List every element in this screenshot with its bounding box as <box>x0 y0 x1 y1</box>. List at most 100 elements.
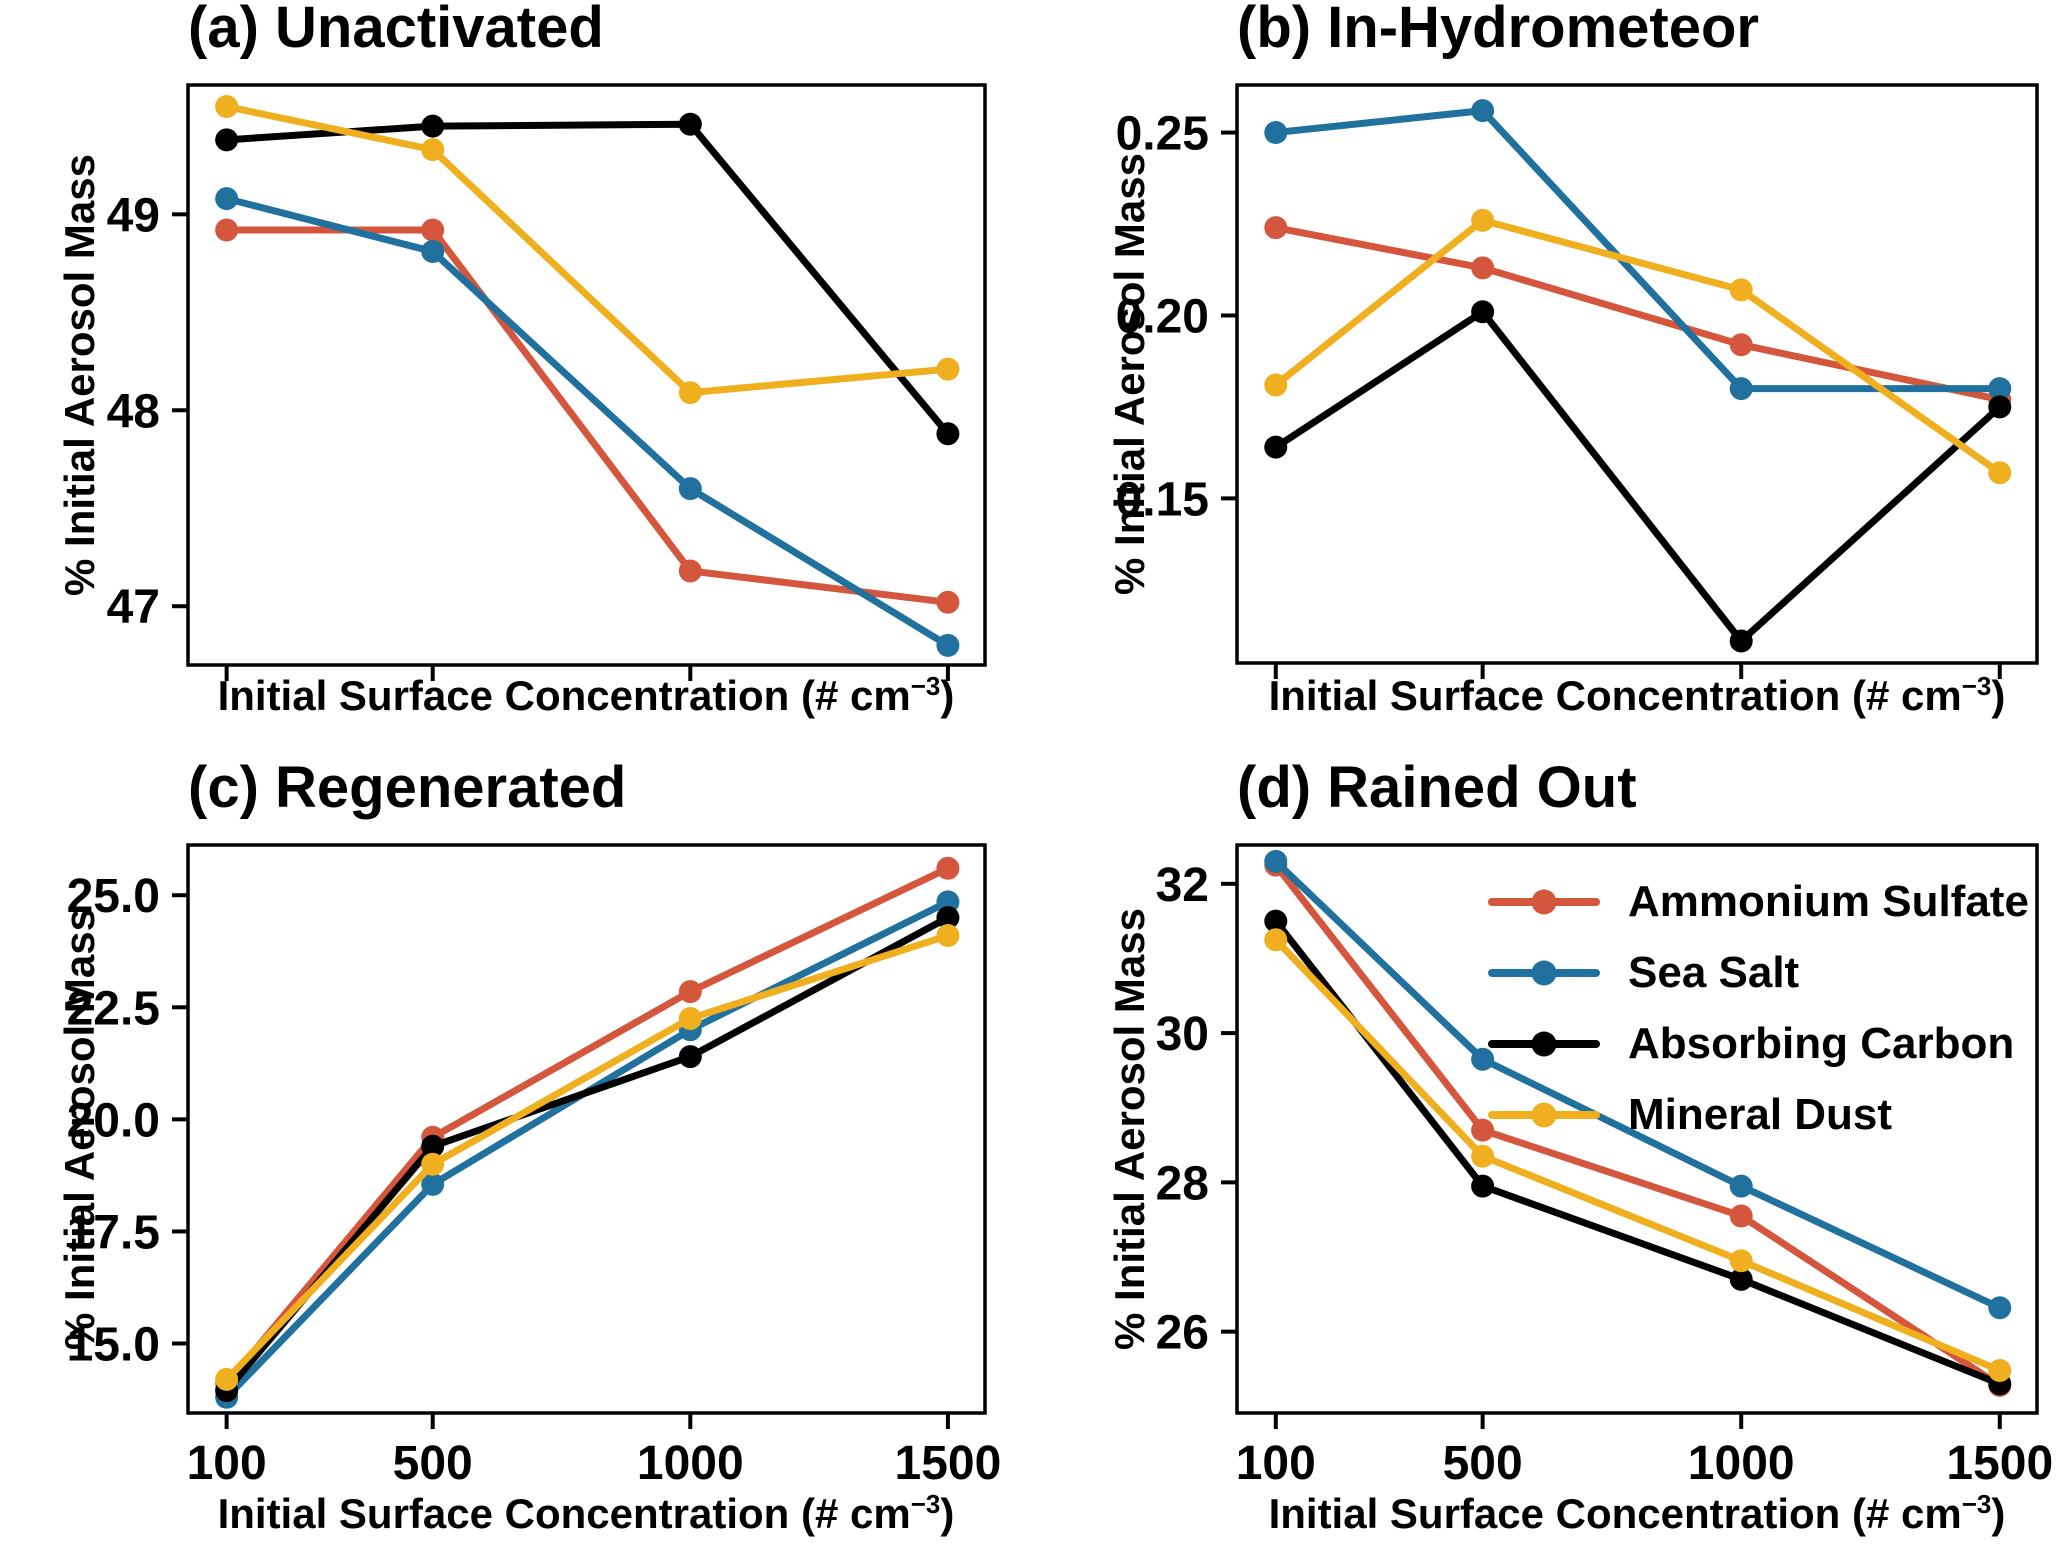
x-axis-label-close-paren: ) <box>1991 1490 2006 1537</box>
panel-d-plot: 32 30 28 26 100 500 1000 1500 <box>1156 843 2053 1490</box>
x-axis-label-text: Initial Surface Concentration (# cm <box>217 672 911 719</box>
axes-frame <box>1235 843 2039 1415</box>
panel-a-plot: 49 48 47 <box>107 83 987 681</box>
series-line-absorbing-carbon <box>223 914 950 1393</box>
series-line-absorbing-carbon <box>1273 918 2002 1388</box>
series-marker-sea-salt <box>678 477 702 501</box>
series-marker-ammonium-sulfate <box>421 218 445 242</box>
series-marker-absorbing-carbon <box>1729 629 1753 653</box>
legend-item-ammonium-sulfate: Ammonium Sulfate <box>1488 866 2029 937</box>
series-line-absorbing-carbon <box>1273 308 2003 645</box>
y-tick-label: 26 <box>1156 1307 1209 1360</box>
series-line-ammonium-sulfate <box>1275 224 2001 404</box>
panel-b-y-axis-label: % Initial Aerosol Mass <box>1106 153 1153 595</box>
axes-frame <box>186 843 987 1415</box>
series-marker-mineral-dust <box>678 381 702 405</box>
x-tick-label: 1000 <box>1688 1437 1795 1490</box>
x-tick-label: 1500 <box>895 1437 1002 1490</box>
series-marker-absorbing-carbon <box>1264 909 1288 933</box>
series-line-ammonium-sulfate <box>1273 862 2002 1389</box>
series-marker-ammonium-sulfate <box>215 218 239 242</box>
panel-c-title: (c) Regenerated <box>188 755 627 820</box>
series-marker-mineral-dust <box>1471 1144 1495 1168</box>
panel-b-title: (b) In-Hydrometeor <box>1237 0 1759 60</box>
series-marker-ammonium-sulfate <box>1264 216 1288 240</box>
y-tick-label: 28 <box>1156 1157 1209 1210</box>
x-axis-label-exponent: −3 <box>910 671 941 701</box>
series-marker-mineral-dust <box>1264 373 1288 397</box>
panel-a-y-axis-label: % Initial Aerosol Mass <box>56 154 103 596</box>
y-tick-label: 20.0 <box>67 1094 160 1147</box>
x-axis-label-close-paren: ) <box>940 1490 955 1537</box>
x-axis-label-exponent: −3 <box>910 1489 941 1519</box>
series-line-sea-salt <box>225 195 950 649</box>
x-tick-label: 100 <box>187 1437 267 1490</box>
series-marker-mineral-dust <box>215 1367 239 1391</box>
y-tick-label: 48 <box>107 385 160 438</box>
series-marker-absorbing-carbon <box>1264 435 1288 459</box>
x-axis-label-exponent: −3 <box>1961 671 1992 701</box>
panel-b-plot: 0.25 0.20 0.15 <box>1116 83 2039 679</box>
series-marker-mineral-dust <box>1264 928 1288 952</box>
panel-a-x-axis-label: Initial Surface Concentration (# cm−3) <box>136 672 1036 720</box>
series-marker-sea-salt <box>1988 1296 2012 1320</box>
legend-dot-icon <box>1531 1102 1557 1127</box>
series-marker-sea-salt <box>421 240 445 264</box>
series-line-mineral-dust <box>224 932 949 1382</box>
y-tick-label: 49 <box>107 189 160 242</box>
y-tick-label: 0.20 <box>1116 290 1209 343</box>
series-marker-mineral-dust <box>936 357 960 381</box>
series-marker-ammonium-sulfate <box>1471 1118 1495 1142</box>
series-marker-ammonium-sulfate <box>1729 1204 1753 1228</box>
x-axis-label-text: Initial Surface Concentration (# cm <box>1268 1490 1962 1537</box>
y-tick-label: 15.0 <box>67 1319 160 1372</box>
legend-line-marker-icon <box>1488 889 1600 914</box>
series-marker-mineral-dust <box>215 95 239 119</box>
series-marker-absorbing-carbon <box>678 1045 702 1069</box>
series-marker-sea-salt <box>421 1172 445 1196</box>
series-marker-sea-salt <box>1988 377 2012 401</box>
legend-item-mineral-dust: Mineral Dust <box>1488 1079 2029 1150</box>
series-marker-mineral-dust <box>421 138 445 162</box>
series-line-absorbing-carbon <box>226 120 951 437</box>
series-marker-ammonium-sulfate <box>1729 333 1753 357</box>
x-tick-label: 1000 <box>637 1437 744 1490</box>
series-marker-ammonium-sulfate <box>678 980 702 1004</box>
series-marker-sea-salt <box>215 187 239 211</box>
series-marker-sea-salt <box>1264 849 1288 873</box>
legend-line-marker-icon <box>1488 1102 1600 1127</box>
y-tick-label: 30 <box>1156 1008 1209 1061</box>
panel-b-x-axis-label: Initial Surface Concentration (# cm−3) <box>1187 672 2067 720</box>
panel-c-x-axis-label: Initial Surface Concentration (# cm−3) <box>136 1490 1036 1538</box>
series-line-mineral-dust <box>225 103 949 397</box>
panel-a-title: (a) Unactivated <box>188 0 604 60</box>
legend-label: Sea Salt <box>1628 947 1800 997</box>
y-tick-label: 17.5 <box>67 1206 160 1259</box>
series-marker-absorbing-carbon <box>421 114 445 138</box>
series-marker-absorbing-carbon <box>1471 300 1495 324</box>
series-marker-absorbing-carbon <box>1729 1267 1753 1291</box>
series-marker-mineral-dust <box>1729 1249 1753 1273</box>
series-marker-mineral-dust <box>1729 278 1753 302</box>
series-marker-sea-salt <box>1264 121 1288 145</box>
legend-line-marker-icon <box>1488 1031 1600 1056</box>
panel-c-y-axis-label: % Initial Aerosol Mass <box>56 908 103 1350</box>
y-tick-label: 32 <box>1156 859 1209 912</box>
y-tick-label: 47 <box>107 581 160 634</box>
series-marker-sea-salt <box>936 633 960 657</box>
series-marker-sea-salt <box>1729 1174 1753 1198</box>
y-tick-label: 0.15 <box>1116 473 1209 526</box>
panel-c-plot: 25.0 22.5 20.0 17.5 15.0 100 500 1000 1500 <box>67 843 1002 1490</box>
legend-label: Ammonium Sulfate <box>1628 876 2029 926</box>
y-tick-label: 0.25 <box>1116 108 1209 161</box>
series-marker-absorbing-carbon <box>936 422 960 446</box>
series-marker-ammonium-sulfate <box>678 559 702 583</box>
series-marker-mineral-dust <box>1471 208 1495 232</box>
series-marker-mineral-dust <box>421 1152 445 1176</box>
series-marker-absorbing-carbon <box>936 906 960 930</box>
series-marker-absorbing-carbon <box>1988 395 2012 419</box>
x-axis-label-text: Initial Surface Concentration (# cm <box>1268 672 1962 719</box>
legend-dot-icon <box>1531 1031 1557 1056</box>
